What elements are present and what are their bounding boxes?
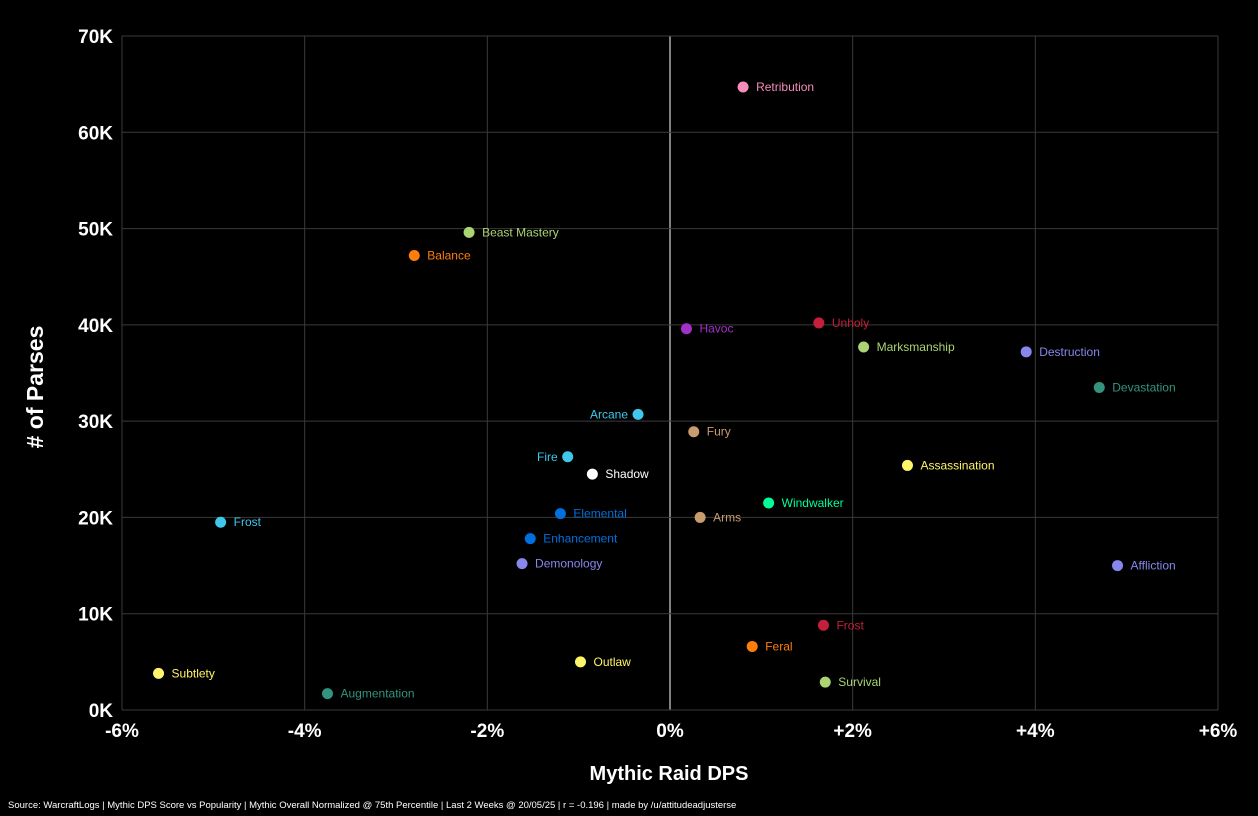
data-point-label: Fire: [537, 450, 558, 464]
data-point[interactable]: [586, 468, 598, 480]
data-point[interactable]: [574, 656, 586, 668]
data-point-label: Arcane: [590, 407, 628, 421]
y-tick-label: 70K: [78, 27, 113, 48]
data-point[interactable]: [746, 640, 758, 652]
x-tick-label: +6%: [1199, 721, 1238, 742]
x-axis-ticks: -6% -4% -2% 0% +2% +4% +6%: [105, 721, 1237, 742]
data-point[interactable]: [463, 226, 475, 238]
data-point-label: Enhancement: [543, 532, 618, 546]
data-point[interactable]: [524, 533, 536, 545]
x-tick-label: -6%: [105, 721, 139, 742]
data-point-label: Survival: [838, 675, 881, 689]
y-tick-label: 0K: [89, 701, 114, 722]
data-point[interactable]: [763, 497, 775, 509]
data-points: Retribution Beast Mastery Balance Havoc Unho…: [153, 80, 1176, 701]
data-point-label: Subtlety: [172, 666, 215, 680]
x-tick-label: +4%: [1016, 721, 1055, 742]
data-point[interactable]: [408, 250, 420, 262]
data-point-label: Balance: [427, 249, 471, 263]
data-point-label: Feral: [765, 639, 792, 653]
data-point[interactable]: [819, 676, 831, 688]
data-point-label: Elemental: [573, 507, 626, 521]
y-tick-label: 40K: [78, 316, 113, 337]
data-point-label: Frost: [836, 618, 864, 632]
x-tick-label: -2%: [470, 721, 504, 742]
data-point-label: Affliction: [1131, 559, 1176, 573]
data-point-label: Marksmanship: [877, 340, 955, 354]
data-point[interactable]: [688, 426, 700, 438]
source-caption: Source: WarcraftLogs | Mythic DPS Score …: [8, 800, 737, 811]
data-point-label: Unholy: [832, 316, 869, 330]
y-tick-label: 10K: [78, 605, 113, 626]
x-tick-label: 0%: [656, 721, 684, 742]
y-axis-ticks: 0K 10K 20K 30K 40K 50K 60K 70K: [78, 27, 113, 722]
grid-lines: [121, 35, 1219, 711]
data-point[interactable]: [1093, 381, 1105, 393]
x-tick-label: +2%: [833, 721, 872, 742]
data-point[interactable]: [737, 81, 749, 93]
y-tick-label: 50K: [78, 220, 113, 241]
data-point[interactable]: [322, 688, 333, 700]
data-point[interactable]: [1112, 560, 1124, 572]
data-point-label: Fury: [707, 425, 731, 439]
data-point-label: Frost: [234, 515, 262, 529]
data-point-label: Assassination: [920, 458, 994, 472]
data-point[interactable]: [901, 459, 913, 471]
data-point[interactable]: [153, 667, 165, 679]
data-point[interactable]: [858, 341, 870, 353]
data-point-label: Shadow: [605, 467, 649, 481]
data-point[interactable]: [694, 511, 706, 523]
y-axis-title: # of Parses: [22, 326, 48, 449]
y-tick-label: 20K: [78, 508, 113, 529]
data-point[interactable]: [554, 508, 566, 520]
y-tick-label: 30K: [78, 412, 113, 433]
data-point-label: Devastation: [1112, 380, 1175, 394]
data-point-label: Arms: [713, 510, 741, 524]
data-point-label: Windwalker: [782, 496, 844, 510]
data-point[interactable]: [215, 516, 227, 528]
data-point[interactable]: [680, 323, 692, 335]
x-axis-title: Mythic Raid DPS: [590, 763, 749, 785]
data-point[interactable]: [1020, 346, 1032, 358]
y-tick-label: 60K: [78, 123, 113, 144]
data-point[interactable]: [516, 558, 528, 570]
data-point-label: Retribution: [756, 80, 814, 94]
data-point-label: Outlaw: [593, 655, 631, 669]
data-point[interactable]: [562, 451, 574, 463]
data-point-label: Augmentation: [341, 687, 415, 701]
data-point[interactable]: [817, 619, 829, 631]
data-point-label: Demonology: [535, 557, 602, 571]
data-point-label: Beast Mastery: [482, 225, 559, 239]
data-point[interactable]: [813, 317, 825, 329]
data-point-label: Destruction: [1039, 345, 1100, 359]
data-point[interactable]: [632, 408, 644, 420]
x-tick-label: -4%: [288, 721, 322, 742]
data-point-label: Havoc: [699, 322, 733, 336]
